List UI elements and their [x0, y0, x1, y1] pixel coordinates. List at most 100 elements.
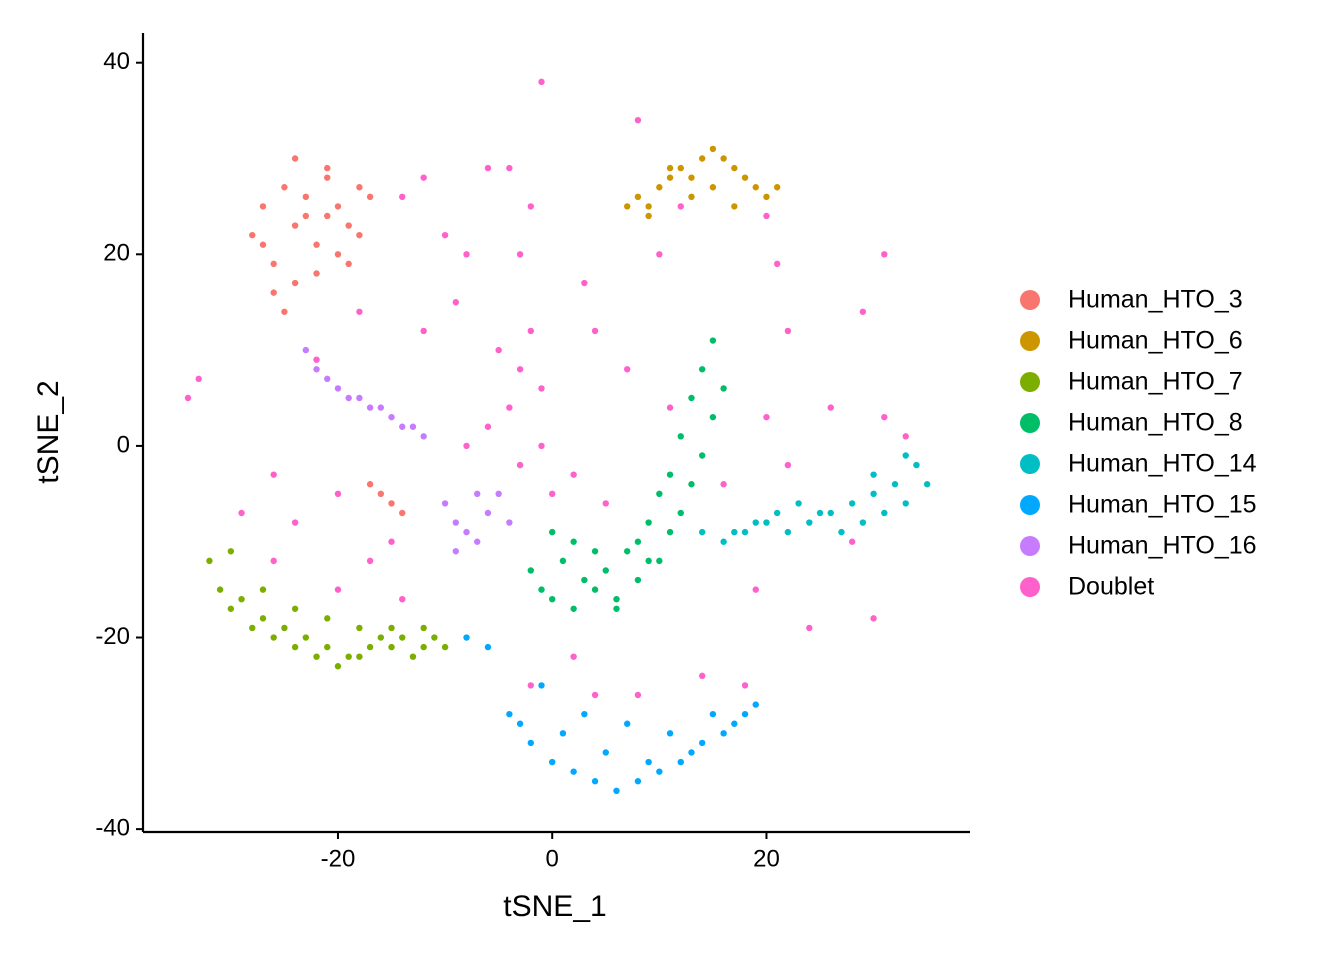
point	[881, 509, 888, 517]
x-tick-label: 20	[753, 845, 780, 872]
point	[281, 624, 288, 632]
point	[591, 586, 599, 593]
point	[270, 634, 277, 641]
point	[752, 184, 759, 191]
point	[441, 500, 449, 507]
point	[870, 471, 877, 478]
point	[559, 557, 567, 565]
point	[634, 538, 642, 545]
point	[581, 576, 588, 584]
point	[720, 730, 727, 737]
point	[763, 212, 770, 220]
point	[463, 528, 470, 536]
point	[634, 116, 642, 124]
point	[645, 758, 652, 766]
point	[624, 203, 631, 210]
point	[570, 471, 577, 478]
point	[549, 528, 556, 536]
point	[613, 595, 620, 603]
point	[356, 394, 363, 402]
point	[634, 691, 642, 699]
point	[645, 203, 652, 210]
point	[409, 653, 417, 660]
point	[763, 413, 770, 421]
point	[259, 586, 267, 593]
point	[206, 557, 213, 565]
point	[666, 174, 674, 181]
point	[902, 433, 909, 440]
point	[549, 595, 556, 603]
point	[666, 164, 674, 172]
point	[698, 155, 706, 162]
point	[709, 337, 717, 344]
point	[366, 643, 374, 651]
point	[613, 787, 620, 795]
point	[356, 308, 363, 315]
point	[366, 481, 374, 488]
point	[291, 643, 299, 651]
point	[784, 327, 792, 335]
point	[506, 404, 513, 411]
point	[591, 548, 599, 555]
point	[752, 519, 759, 526]
point	[291, 155, 299, 162]
point	[549, 490, 556, 498]
point	[345, 653, 352, 660]
point	[881, 413, 888, 421]
point	[441, 643, 449, 651]
point	[634, 778, 642, 785]
point	[581, 279, 588, 287]
point	[366, 404, 374, 411]
point	[302, 212, 310, 220]
point	[731, 528, 738, 536]
point	[591, 778, 599, 785]
point	[238, 509, 245, 517]
point	[913, 461, 920, 469]
point	[859, 519, 867, 526]
point	[399, 423, 406, 430]
point	[281, 308, 288, 315]
point	[334, 663, 342, 670]
point	[859, 308, 867, 315]
point	[827, 404, 834, 411]
point	[366, 193, 374, 201]
point	[495, 346, 502, 354]
point	[881, 251, 888, 258]
point	[452, 519, 460, 526]
y-tick-label: 20	[103, 240, 130, 267]
point	[559, 730, 567, 737]
point	[709, 413, 717, 421]
point	[602, 749, 609, 756]
point	[656, 490, 663, 498]
point	[420, 174, 427, 181]
point	[334, 385, 342, 392]
point	[709, 184, 717, 191]
point	[238, 595, 245, 603]
point	[516, 461, 524, 469]
y-tick-label: 0	[117, 431, 130, 458]
point	[634, 576, 642, 584]
point	[452, 548, 460, 555]
point	[516, 720, 524, 727]
point	[591, 691, 599, 699]
point	[345, 394, 352, 402]
legend-label: Human_HTO_6	[1068, 327, 1243, 355]
point	[291, 222, 299, 229]
point	[516, 251, 524, 258]
point	[677, 164, 684, 172]
point	[645, 519, 652, 526]
point	[527, 203, 534, 210]
point	[259, 241, 267, 248]
x-tick-label: 0	[546, 845, 559, 872]
point	[195, 375, 202, 383]
point	[313, 653, 320, 660]
point	[324, 164, 331, 172]
point	[420, 433, 427, 440]
point	[773, 184, 781, 191]
point	[399, 193, 406, 201]
point	[923, 481, 931, 488]
legend-marker	[1020, 290, 1040, 310]
x-axis-title: tSNE_1	[503, 890, 606, 923]
point	[624, 548, 631, 555]
point	[324, 212, 331, 220]
